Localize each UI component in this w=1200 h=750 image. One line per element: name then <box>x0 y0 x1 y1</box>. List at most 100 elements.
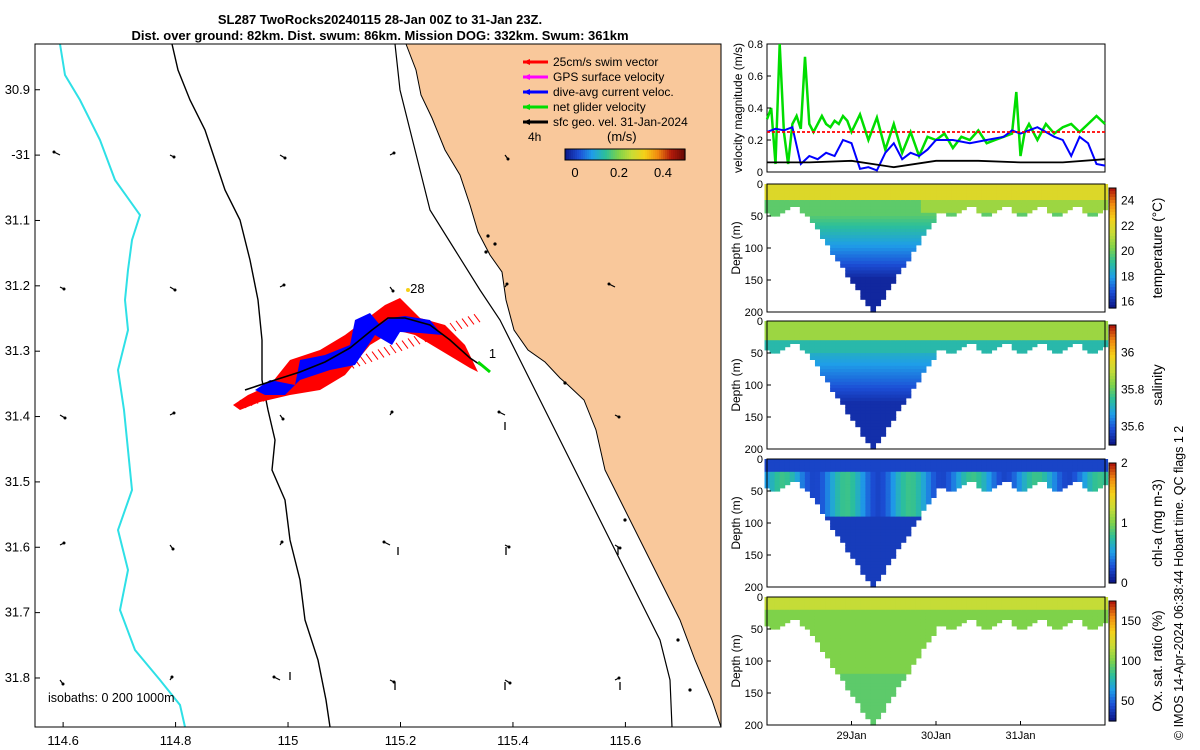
section-colorbar-label: chl-a (mg m-3) <box>1150 479 1165 567</box>
section-cell <box>1092 606 1098 611</box>
section-cell <box>895 670 902 675</box>
section-cell <box>890 413 897 418</box>
section-cell <box>895 193 902 198</box>
section-cell <box>799 193 806 198</box>
lon-tick-label: 115.2 <box>385 733 417 748</box>
swim-vector <box>371 351 379 360</box>
section-cell <box>865 238 871 243</box>
section-cell <box>845 487 851 492</box>
section-cell <box>830 478 836 482</box>
section-cell <box>880 359 887 364</box>
section-cell <box>865 462 871 466</box>
section-cell <box>880 206 887 211</box>
section-colorbar-cell <box>1109 248 1116 252</box>
colorbar-cell <box>627 149 630 160</box>
section-cell <box>875 216 882 220</box>
section-cell <box>946 468 952 473</box>
section-cell <box>865 283 871 287</box>
section-cell <box>895 523 902 527</box>
section-cell <box>1031 606 1038 611</box>
section-cell <box>1052 468 1058 473</box>
section-cell <box>855 507 861 511</box>
section-cell <box>774 200 781 204</box>
section-cell <box>850 635 856 640</box>
section-cell <box>1097 600 1104 604</box>
section-cell <box>1036 330 1043 335</box>
section-cell <box>870 232 877 236</box>
section-cell <box>855 413 861 418</box>
section-cell <box>850 381 856 386</box>
section-cell <box>920 507 927 511</box>
section-cell <box>880 616 887 620</box>
section-cell <box>855 494 861 498</box>
section-cell <box>936 333 942 338</box>
section-colorbar-cell <box>1109 523 1116 527</box>
section-cell <box>941 327 947 332</box>
section-cell <box>890 200 897 204</box>
section-cell <box>895 468 902 473</box>
section-cell <box>875 276 882 281</box>
section-cell <box>784 600 791 604</box>
section-cell <box>870 410 877 415</box>
section-cell <box>895 375 902 380</box>
section-cell <box>1006 184 1013 188</box>
section-cell <box>825 484 831 489</box>
section-cell <box>835 523 841 527</box>
section-cell <box>1006 600 1013 604</box>
section-cell <box>860 369 866 373</box>
section-cell <box>855 286 861 291</box>
section-cell <box>875 330 882 335</box>
section-cell <box>840 260 846 265</box>
lat-tick-label: 31.7 <box>5 605 30 620</box>
section-cell <box>870 187 877 191</box>
section-cell <box>855 600 861 604</box>
section-cell <box>920 491 927 495</box>
section-colorbar-cell <box>1109 305 1116 309</box>
section-cell <box>925 196 932 201</box>
section-cell <box>825 184 831 188</box>
section-cell <box>900 523 907 527</box>
section-cell <box>966 465 972 470</box>
section-cell <box>895 327 902 332</box>
section-cell <box>1016 600 1023 604</box>
section-cell <box>865 369 871 373</box>
section-cell <box>804 193 811 198</box>
section-colorbar-cell <box>1109 562 1116 566</box>
section-cell <box>840 648 846 652</box>
section-cell <box>895 535 902 540</box>
section-cell <box>1047 471 1053 476</box>
section-cell <box>850 212 856 217</box>
section-cell <box>850 510 856 514</box>
section-cell <box>1052 606 1058 611</box>
section-cell <box>830 603 836 608</box>
section-colorbar-cell <box>1109 382 1116 386</box>
section-cell <box>880 407 887 412</box>
section-cell <box>1052 597 1058 601</box>
section-ylabel: Depth (m) <box>729 358 743 411</box>
section-cell <box>925 603 932 608</box>
section-cell <box>936 327 942 332</box>
section-cell <box>981 184 988 188</box>
section-colorbar-frame <box>1108 324 1117 446</box>
section-cell <box>1057 327 1063 332</box>
section-cell <box>794 340 801 344</box>
section-cell <box>905 670 912 675</box>
section-cell <box>1097 613 1104 617</box>
section-cell <box>850 625 856 630</box>
section-cell <box>845 349 851 354</box>
section-cell <box>830 468 836 473</box>
section-cell <box>880 420 887 424</box>
section-cell <box>936 609 942 614</box>
section-cell <box>835 632 841 636</box>
section-cell <box>845 200 851 204</box>
section-cell <box>820 622 826 627</box>
section-cell <box>830 616 836 620</box>
section-cell <box>875 337 882 341</box>
section-colorbar-cell <box>1109 700 1116 704</box>
section-cell <box>860 462 866 466</box>
section-cell <box>976 209 982 214</box>
section-cell <box>855 346 861 351</box>
section-cell <box>890 206 897 211</box>
section-cell <box>1072 193 1078 198</box>
section-cell <box>915 343 922 348</box>
